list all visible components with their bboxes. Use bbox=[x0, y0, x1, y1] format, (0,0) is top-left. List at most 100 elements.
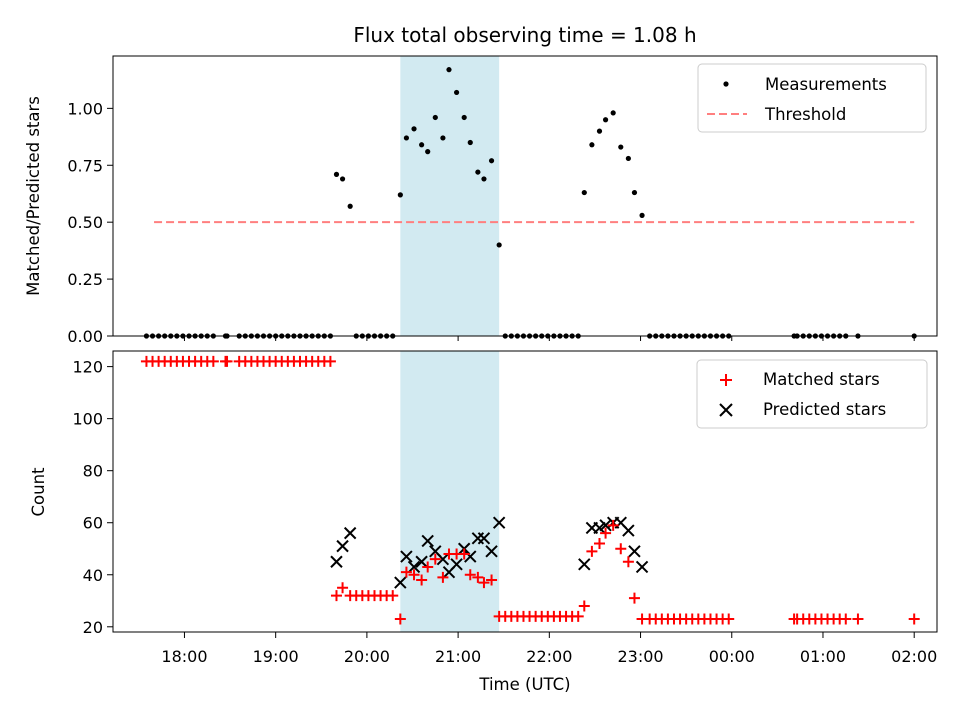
bottom-legend-box bbox=[696, 359, 928, 429]
predicted-stars-point bbox=[415, 555, 428, 568]
y-tick-label: 0.50 bbox=[67, 213, 103, 232]
matched-stars-point bbox=[408, 569, 420, 581]
predicted-stars-point bbox=[492, 516, 506, 529]
x-tick-label: 22:00 bbox=[526, 647, 572, 666]
y-tick-label: 100 bbox=[72, 410, 103, 429]
predicted-stars-point bbox=[394, 576, 407, 589]
matched-stars-legend-marker bbox=[720, 374, 732, 386]
predicted-stars-point bbox=[421, 534, 434, 548]
x-axis-label: Time (UTC) bbox=[478, 675, 570, 694]
threshold-legend-label: Threshold bbox=[764, 105, 846, 124]
measurement-point bbox=[596, 128, 603, 134]
measurement-point bbox=[481, 176, 487, 182]
matched-stars-point bbox=[607, 519, 619, 531]
predicted-stars-point bbox=[436, 552, 450, 566]
measurement-point bbox=[581, 189, 587, 196]
bottom-legend: Matched stars Predicted stars bbox=[696, 359, 928, 429]
y-tick-label: 120 bbox=[72, 358, 103, 377]
predicted-stars-point bbox=[485, 545, 498, 558]
x-tick-label: 20:00 bbox=[344, 647, 390, 666]
bottom-panel: 20 40 60 80 100 120 18:00 19:00 20:00 21:00 22:00… bbox=[29, 350, 938, 694]
matched-stars-point bbox=[852, 613, 864, 625]
matched-stars-point bbox=[723, 613, 735, 625]
bottom-y-axis-label: Count bbox=[29, 467, 48, 517]
matched-stars-point bbox=[578, 600, 590, 612]
x-tick-label: 21:00 bbox=[435, 647, 481, 666]
matched-stars-point bbox=[422, 561, 434, 573]
measurement-point bbox=[411, 126, 417, 132]
matched-stars-point bbox=[207, 355, 219, 367]
measurement-point bbox=[425, 149, 431, 155]
measurement-point bbox=[618, 144, 624, 150]
measurement-point bbox=[639, 212, 645, 218]
matched-stars-point bbox=[330, 590, 342, 602]
matched-stars-point bbox=[622, 556, 634, 568]
predicted-stars-point bbox=[599, 519, 612, 532]
predicted-stars-point bbox=[330, 555, 343, 568]
predicted-stars-point bbox=[622, 524, 635, 537]
predicted-stars-point bbox=[635, 560, 649, 574]
matched-stars-point bbox=[458, 548, 470, 560]
predicted-stars-point bbox=[343, 526, 357, 540]
matched-stars-point bbox=[600, 527, 612, 539]
y-tick-label: 60 bbox=[83, 514, 103, 533]
matched-stars-point bbox=[615, 543, 627, 555]
matched-stars-point bbox=[486, 574, 498, 586]
matched-stars-point bbox=[593, 538, 605, 550]
measurement-point bbox=[419, 142, 425, 148]
matched-stars-point bbox=[400, 566, 412, 578]
measurement-point bbox=[453, 89, 460, 96]
matched-stars-point bbox=[472, 571, 484, 583]
matched-stars-point bbox=[586, 545, 598, 557]
matched-stars-point bbox=[324, 355, 336, 367]
measurement-point bbox=[339, 176, 346, 182]
x-tick-label: 19:00 bbox=[253, 647, 299, 666]
x-tick-label: 23:00 bbox=[617, 647, 663, 666]
y-tick-label: 0.75 bbox=[67, 156, 103, 175]
matched-stars-point bbox=[908, 613, 920, 625]
measurement-point bbox=[610, 110, 616, 116]
matched-stars-legend-label: Matched stars bbox=[763, 370, 880, 389]
top-shaded-span bbox=[400, 56, 500, 336]
top-panel: 0.00 0.25 0.50 0.75 1.00 Matched/Predicted s… bbox=[24, 55, 938, 346]
matched-stars-point bbox=[478, 577, 490, 589]
predicted-stars-point bbox=[477, 532, 491, 545]
measurement-point bbox=[432, 114, 438, 121]
matched-stars-point bbox=[429, 553, 441, 565]
bottom-y-ticks: 20 40 60 80 100 120 bbox=[72, 358, 113, 637]
predicted-stars-point bbox=[628, 545, 641, 558]
chart-title: Flux total observing time = 1.08 h bbox=[353, 23, 696, 47]
bottom-x-ticks: 18:00 19:00 20:00 21:00 22:00 23:00 00:00 01:00… bbox=[161, 632, 937, 666]
measurement-point bbox=[602, 117, 609, 123]
y-tick-label: 0.00 bbox=[67, 327, 103, 346]
measurements-legend-label: Measurements bbox=[765, 75, 887, 94]
matched-stars-point bbox=[572, 610, 584, 622]
predicted-stars-point bbox=[464, 550, 477, 563]
measurement-point bbox=[403, 135, 410, 141]
measurement-point bbox=[631, 189, 638, 196]
predicted-stars-legend-marker bbox=[719, 403, 733, 417]
matched-stars-point bbox=[416, 574, 428, 586]
predicted-stars-point bbox=[578, 558, 591, 571]
matched-stars-point bbox=[840, 613, 852, 625]
matched-stars-point bbox=[628, 592, 640, 604]
bottom-shaded-span bbox=[400, 351, 500, 632]
top-plot-frame bbox=[112, 55, 938, 337]
measurement-point bbox=[467, 139, 473, 146]
measurement-point bbox=[475, 169, 481, 175]
matched-stars-series bbox=[140, 355, 920, 625]
predicted-stars-legend-label: Predicted stars bbox=[763, 400, 886, 419]
measurement-point bbox=[496, 242, 502, 248]
matched-stars-point bbox=[387, 590, 399, 602]
measurement-point bbox=[347, 203, 353, 209]
measurement-point bbox=[333, 171, 340, 177]
y-tick-label: 40 bbox=[83, 566, 103, 585]
predicted-stars-point bbox=[450, 558, 463, 571]
predicted-stars-point bbox=[336, 539, 349, 553]
measurement-point bbox=[461, 114, 467, 121]
measurement-point bbox=[589, 142, 595, 148]
y-tick-label: 20 bbox=[83, 618, 103, 637]
bottom-plot-frame bbox=[112, 350, 938, 633]
top-y-ticks: 0.00 0.25 0.50 0.75 1.00 bbox=[67, 99, 113, 346]
